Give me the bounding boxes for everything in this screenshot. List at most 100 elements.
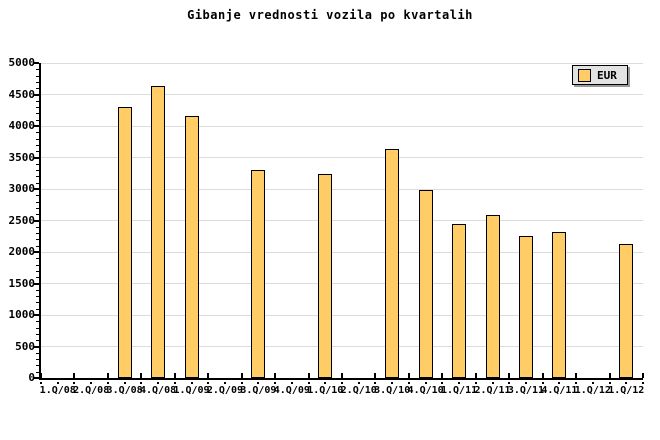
x-axis-minor-tick bbox=[491, 382, 494, 384]
bar bbox=[518, 236, 533, 378]
y-tick-label: 5000 bbox=[8, 56, 36, 69]
y-axis-minor-tick bbox=[36, 163, 39, 165]
y-axis-tick bbox=[34, 93, 39, 96]
gridline bbox=[41, 94, 643, 95]
legend: EUR bbox=[572, 65, 628, 85]
x-axis-minor-tick bbox=[56, 382, 59, 384]
y-axis-minor-tick bbox=[36, 302, 39, 304]
y-axis-minor-tick bbox=[36, 371, 39, 373]
x-axis-minor-tick bbox=[90, 382, 93, 384]
y-axis-minor-tick bbox=[36, 277, 39, 279]
y-axis-minor-tick bbox=[36, 107, 39, 109]
x-axis-minor-tick bbox=[73, 382, 76, 384]
y-tick-label: 2000 bbox=[8, 245, 36, 258]
x-axis-minor-tick bbox=[240, 382, 243, 384]
x-axis-minor-tick bbox=[157, 382, 160, 384]
plot-area: 0 500 1000 1500 2000 2500 3000 3500 4000 4500 5000… bbox=[9, 57, 645, 397]
x-tick-label: 1.Q/12 bbox=[608, 385, 645, 396]
x-tick-label: 1.Q/12 bbox=[574, 385, 611, 396]
y-axis-tick bbox=[34, 377, 39, 379]
y-axis-minor-tick bbox=[36, 88, 39, 90]
y-axis-minor-tick bbox=[36, 207, 39, 209]
bar bbox=[552, 231, 567, 378]
y-axis-minor-tick bbox=[36, 195, 39, 197]
x-axis-tick bbox=[374, 373, 377, 378]
x-axis-minor-tick bbox=[40, 382, 42, 384]
y-axis-minor-tick bbox=[36, 119, 39, 121]
bar bbox=[251, 170, 266, 378]
y-axis-minor-tick bbox=[36, 321, 39, 323]
gridline bbox=[41, 314, 643, 316]
x-axis-tick bbox=[642, 373, 644, 378]
y-axis-minor-tick bbox=[36, 81, 39, 83]
y-axis-minor-tick bbox=[36, 113, 39, 115]
x-axis-minor-tick bbox=[223, 382, 226, 384]
bar bbox=[184, 115, 199, 378]
x-tick-label: 4.Q/10 bbox=[407, 385, 444, 396]
x-axis-minor-tick bbox=[106, 382, 109, 384]
x-axis-minor-tick bbox=[307, 382, 310, 384]
y-axis-minor-tick bbox=[36, 258, 39, 260]
y-axis-minor-tick bbox=[36, 151, 39, 153]
x-axis-minor-tick bbox=[591, 382, 594, 384]
bar bbox=[452, 224, 467, 378]
x-axis-minor-tick bbox=[173, 382, 176, 384]
x-tick-label: 1.Q/11 bbox=[440, 385, 478, 396]
legend-label: EUR bbox=[597, 68, 617, 82]
x-tick-label: 3.Q/08 bbox=[106, 385, 143, 396]
gridline bbox=[41, 251, 643, 253]
x-tick-label: 1.Q/08 bbox=[39, 385, 76, 396]
x-tick-label: 2.Q/10 bbox=[340, 385, 377, 396]
x-axis-tick bbox=[40, 373, 42, 378]
bar bbox=[318, 173, 333, 378]
y-axis-minor-tick bbox=[36, 245, 39, 247]
x-axis-minor-tick bbox=[642, 382, 644, 384]
y-axis-minor-tick bbox=[36, 239, 39, 241]
y-tick-label: 500 bbox=[15, 339, 35, 353]
x-axis-tick bbox=[608, 373, 611, 378]
y-axis-minor-tick bbox=[36, 138, 39, 140]
y-axis-minor-tick bbox=[36, 226, 39, 228]
y-tick-label: 4500 bbox=[8, 87, 36, 101]
x-tick-label: 2.Q/11 bbox=[474, 385, 511, 396]
y-axis-tick bbox=[34, 62, 39, 64]
x-axis-tick bbox=[106, 373, 109, 378]
x-axis-tick bbox=[240, 373, 243, 378]
y-tick-label: 2500 bbox=[8, 213, 36, 227]
y-axis-tick bbox=[34, 314, 39, 316]
x-axis-tick bbox=[508, 373, 511, 378]
legend-swatch-icon bbox=[578, 68, 591, 82]
x-axis-tick bbox=[407, 373, 410, 378]
x-tick-label: 1.Q/10 bbox=[307, 385, 344, 396]
x-axis-minor-tick bbox=[324, 382, 327, 384]
y-axis bbox=[39, 63, 41, 380]
x-axis-tick bbox=[575, 373, 578, 378]
x-axis-minor-tick bbox=[357, 382, 360, 384]
x-axis bbox=[39, 378, 643, 380]
x-tick-label: 2.Q/08 bbox=[73, 385, 110, 396]
x-axis-tick bbox=[274, 373, 277, 378]
bar bbox=[418, 190, 433, 378]
chart-title: Gibanje vrednosti vozila po kvartalih bbox=[187, 8, 473, 22]
y-axis-minor-tick bbox=[36, 144, 39, 146]
gridline bbox=[41, 346, 643, 347]
x-axis-minor-tick bbox=[207, 382, 210, 384]
y-axis-minor-tick bbox=[36, 100, 39, 102]
x-axis-tick bbox=[140, 373, 143, 378]
y-axis-tick bbox=[34, 156, 39, 159]
x-axis-tick bbox=[474, 373, 477, 378]
y-axis-minor-tick bbox=[36, 333, 39, 335]
bar bbox=[385, 148, 400, 378]
x-axis-minor-tick bbox=[140, 382, 143, 384]
y-axis-minor-tick bbox=[36, 308, 39, 310]
x-axis-minor-tick bbox=[441, 382, 444, 384]
y-tick-label: 1500 bbox=[8, 276, 36, 290]
x-axis-minor-tick bbox=[458, 382, 461, 384]
y-axis-minor-tick bbox=[36, 352, 39, 354]
y-axis-tick bbox=[34, 345, 39, 348]
bar bbox=[619, 244, 634, 378]
x-tick-label: 4.Q/09 bbox=[273, 385, 310, 396]
x-tick-label: 3.Q/10 bbox=[374, 385, 411, 396]
y-axis-minor-tick bbox=[36, 214, 39, 216]
x-axis-minor-tick bbox=[190, 382, 193, 384]
